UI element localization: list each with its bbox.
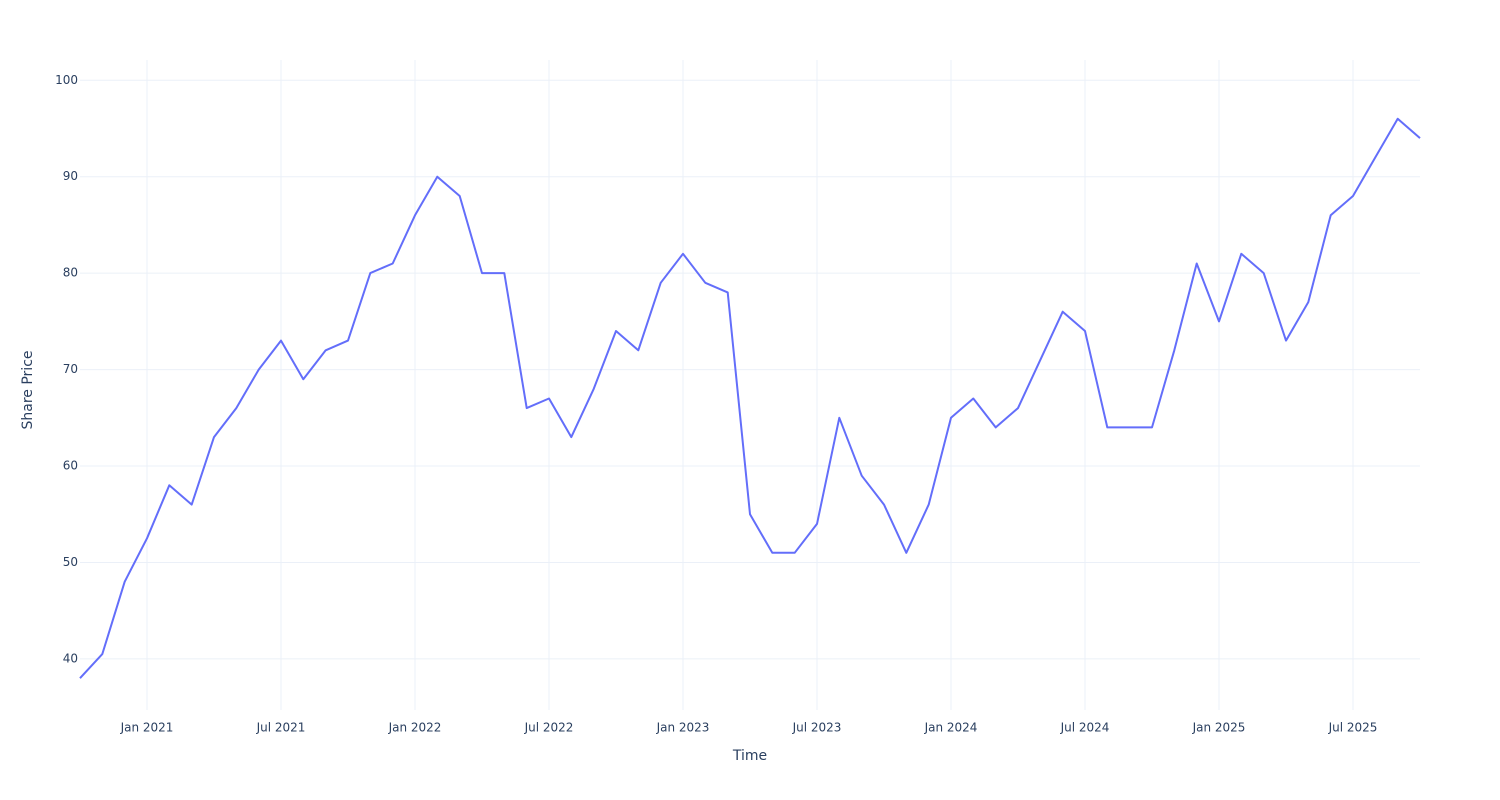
x-tick-label: Jan 2023	[656, 721, 710, 735]
x-tick-label: Jan 2022	[388, 721, 442, 735]
y-tick-label: 40	[63, 651, 78, 665]
y-tick-label: 70	[63, 362, 78, 376]
x-tick-label: Jul 2022	[524, 721, 574, 735]
y-tick-label: 50	[63, 555, 78, 569]
y-tick-label: 60	[63, 459, 78, 473]
y-tick-label: 90	[63, 169, 78, 183]
x-tick-label: Jan 2025	[1192, 721, 1246, 735]
x-tick-label: Jul 2024	[1060, 721, 1110, 735]
y-tick-label: 100	[55, 73, 78, 87]
x-tick-label: Jul 2021	[256, 721, 306, 735]
x-tick-label: Jul 2023	[792, 721, 842, 735]
x-tick-label: Jan 2021	[120, 721, 174, 735]
x-tick-label: Jan 2024	[924, 721, 978, 735]
x-axis-title: Time	[732, 748, 767, 764]
y-axis-title: Share Price	[20, 350, 36, 429]
y-tick-label: 80	[63, 266, 78, 280]
price-line	[79, 117, 1421, 679]
x-tick-label: Jul 2025	[1328, 721, 1378, 735]
